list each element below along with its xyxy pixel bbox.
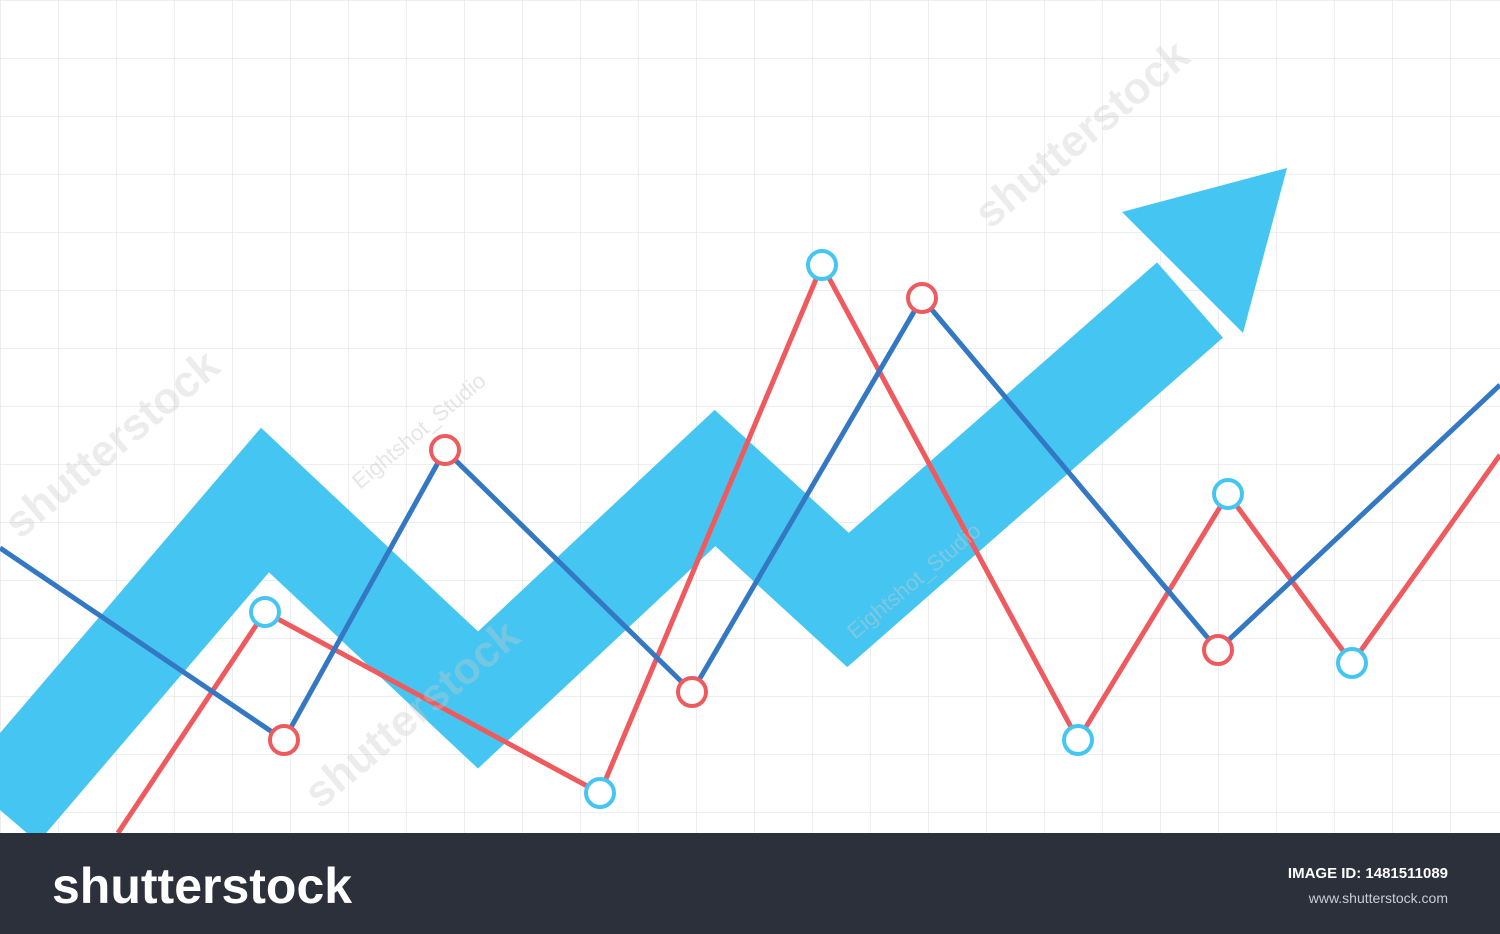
cyan-markers (249, 249, 1368, 809)
trend-arrow-head (1122, 168, 1287, 333)
image-id: IMAGE ID: 1481511089 (1288, 865, 1448, 882)
red-line (115, 259, 1500, 835)
site-url: www.shutterstock.com (1308, 890, 1448, 906)
footer-logo: shutterstock (52, 858, 352, 914)
footer-bar (0, 833, 1500, 934)
trend-arrow-body (0, 262, 1223, 843)
grid (0, 0, 1500, 833)
red-markers (268, 282, 1234, 756)
